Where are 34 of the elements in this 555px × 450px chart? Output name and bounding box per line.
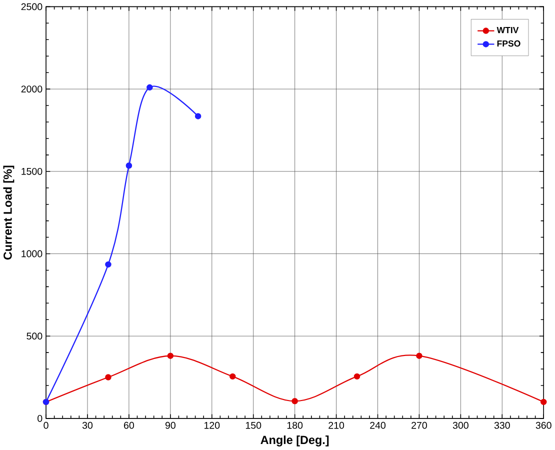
x-axis-title: Angle [Deg.]: [260, 436, 329, 447]
x-tick-label: 90: [165, 422, 176, 429]
point: [194, 113, 202, 120]
x-tick-label: 180: [287, 422, 303, 429]
point: [105, 261, 112, 268]
y-tick-label: 1500: [22, 168, 42, 175]
y-tick-label: 500: [26, 332, 42, 340]
point: [292, 398, 298, 404]
x-tick-label: 120: [204, 422, 220, 429]
point: [540, 398, 547, 406]
x-tick-label: 240: [370, 422, 386, 429]
x-tick-label: 330: [494, 422, 510, 429]
x-tick-label: 360: [536, 422, 552, 429]
y-tick-label: 2000: [21, 86, 42, 93]
point: [229, 373, 236, 380]
legend-label: WTIV: [496, 27, 519, 34]
x-tick-label: 0: [44, 422, 48, 429]
point: [105, 374, 112, 381]
y-tick-label: 0: [38, 415, 42, 422]
x-tick-label: 60: [124, 422, 134, 429]
x-tick-label: 150: [246, 422, 262, 429]
y-axis-title: Current Load [%]: [3, 166, 14, 260]
x-tick-label: 30: [82, 422, 93, 429]
point: [167, 352, 174, 360]
x-tick-label: 210: [328, 422, 344, 429]
y-tick-label: 2500: [21, 3, 42, 10]
x-tick-label: 270: [412, 422, 427, 429]
legend-label: FPSO: [497, 40, 520, 47]
x-tick-label: 300: [452, 422, 468, 429]
point: [416, 352, 422, 360]
point: [146, 84, 153, 91]
point: [354, 373, 360, 380]
point: [126, 162, 132, 169]
y-tick-label: 1000: [22, 250, 42, 258]
